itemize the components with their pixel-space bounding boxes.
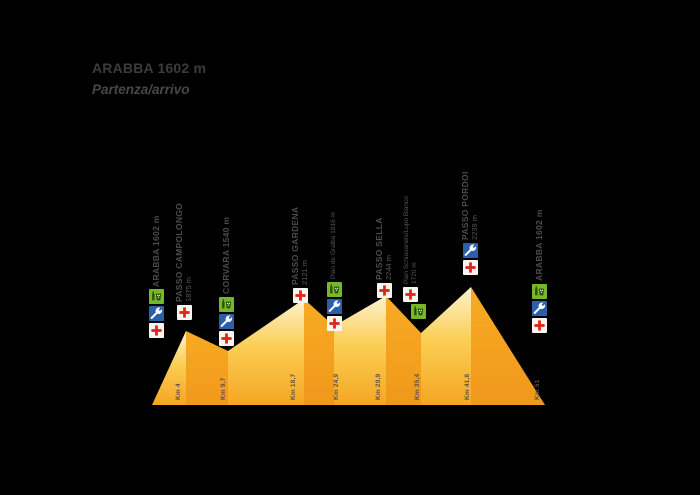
km-marker-label: Km 4 <box>175 383 182 400</box>
station-elevation: 2239 m <box>470 214 479 240</box>
refreshment-icon <box>531 284 547 299</box>
mechanic-icon <box>462 243 478 258</box>
mechanic-icon <box>326 299 342 314</box>
medical-icon <box>376 283 392 298</box>
route-subtitle: Partenza/arrivo <box>92 82 190 97</box>
km-marker-label: Km 41,8 <box>464 373 471 400</box>
profile-slope-dark <box>186 331 228 405</box>
profile-slope-light <box>228 299 304 405</box>
medical-icon <box>402 287 418 302</box>
station-name: PASSO PORDOI <box>460 171 470 240</box>
refreshment-icon <box>410 304 426 319</box>
station-name: Plan de Gralba 1816 m <box>330 212 338 279</box>
profile-slope-light <box>421 287 471 405</box>
station-name: PASSO SELLA <box>374 217 384 280</box>
refreshment-icon <box>326 282 342 297</box>
station-elevation: 2121 m <box>300 259 309 285</box>
refreshment-icon <box>148 289 164 304</box>
route-title-block: ARABBA 1602 m Partenza/arrivo <box>92 60 206 97</box>
station-name: ARABBA 1602 m <box>150 215 161 287</box>
route-title-elevation: 1602 m <box>157 60 207 76</box>
mechanic-icon <box>218 314 234 329</box>
station-name: PASSO GARDENA <box>290 206 300 285</box>
station-elevation: 1875 m <box>184 276 193 302</box>
station-elevation: 1720 m <box>410 262 417 284</box>
profile-slope-light <box>152 331 186 405</box>
mechanic-icon <box>531 301 547 316</box>
medical-icon <box>462 260 478 275</box>
profile-slope-light <box>334 296 386 405</box>
profile-slope-dark <box>304 299 334 405</box>
profile-slope-dark <box>386 296 421 405</box>
station-name: Pian Schiavaneis/Lupo Bianco <box>402 196 410 284</box>
mechanic-icon <box>148 306 164 321</box>
route-title-name: ARABBA <box>92 60 154 76</box>
medical-icon <box>176 305 192 320</box>
station-name: CORVARA 1540 m <box>220 216 231 294</box>
medical-icon <box>218 331 234 346</box>
refreshment-icon <box>218 297 234 312</box>
station-name: PASSO CAMPOLONGO <box>174 202 184 302</box>
km-marker-label: Km 35,4 <box>414 373 421 400</box>
km-marker-label: Km 24,9 <box>333 373 340 400</box>
km-marker-label: Km 18,7 <box>290 373 297 400</box>
medical-icon <box>292 288 308 303</box>
station-name: ARABBA 1602 m <box>533 209 544 281</box>
km-marker-label: Km 9,7 <box>220 377 227 400</box>
medical-icon <box>326 316 342 331</box>
medical-icon <box>148 323 164 338</box>
km-marker-label: Km 29,9 <box>375 373 382 400</box>
km-marker-label: Km 51 <box>534 379 541 400</box>
station-elevation: 2244 m <box>384 254 393 280</box>
profile-slope-dark <box>471 287 545 405</box>
route-title: ARABBA 1602 m <box>92 60 206 76</box>
medical-icon <box>531 318 547 333</box>
